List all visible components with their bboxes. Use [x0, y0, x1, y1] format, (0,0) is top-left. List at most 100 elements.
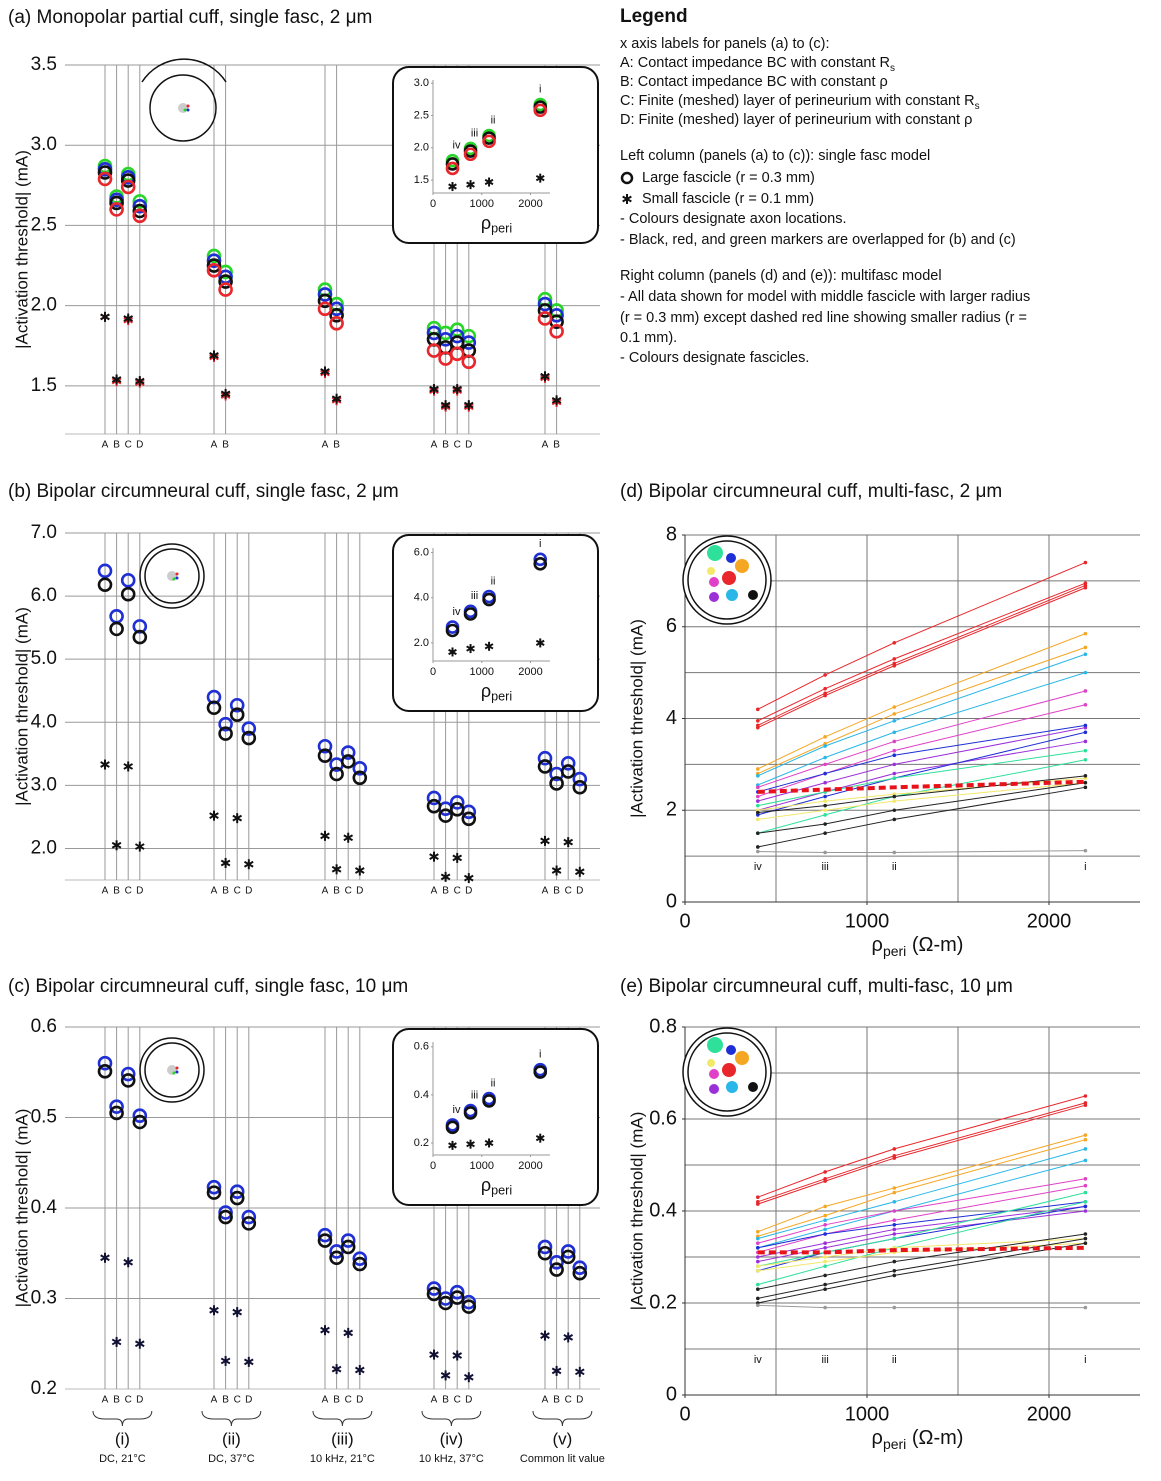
y-tick-label: 3.5: [31, 54, 57, 75]
y-tick-label: 0.3: [31, 1288, 57, 1309]
line-point: [1083, 1137, 1088, 1142]
x-axis-label-symbol: ρ: [872, 1427, 883, 1449]
line-point: [1083, 689, 1088, 693]
line-point: [892, 1190, 897, 1195]
asterisk-stroke: [448, 648, 457, 656]
line-point: [756, 1202, 760, 1206]
line-point: [823, 1232, 827, 1236]
line-point: [756, 1282, 760, 1287]
line-point: [756, 799, 760, 803]
small-fascicle-marker: [123, 313, 134, 324]
small-fascicle-marker: [574, 866, 585, 877]
asterisk-stroke: [220, 390, 231, 398]
line-point: [892, 1236, 897, 1241]
line: [757, 1104, 1086, 1205]
line-point: [1083, 1177, 1088, 1181]
y-tick-label: 3.0: [31, 774, 57, 795]
asterisk-stroke: [452, 1352, 463, 1359]
large-fascicle-marker: [426, 1281, 442, 1296]
x-tick-label: C: [454, 886, 461, 897]
asterisk-stroke: [232, 814, 243, 822]
large-fascicle-marker: [206, 253, 222, 269]
line: [757, 1304, 1086, 1309]
x-tick-label: A: [102, 1395, 109, 1406]
line: [757, 653, 1086, 777]
large-fascicle-marker: [537, 303, 553, 318]
small-fascicle-marker: [331, 864, 342, 875]
line-point: [823, 735, 827, 739]
small-fascicle-marker: [466, 1139, 475, 1149]
inset-x-label-symbol: ρ: [481, 681, 491, 701]
line-point: [892, 776, 897, 780]
line: [757, 740, 1086, 811]
line-point: [823, 1282, 827, 1287]
asterisk-stroke: [209, 352, 219, 359]
small-fascicle-marker: [622, 194, 632, 204]
small-fascicle-marker: [452, 852, 463, 863]
large-fascicle-marker: [533, 552, 548, 567]
large-fascicle-marker: [109, 621, 124, 637]
inset-x-label: ρperi: [481, 681, 512, 704]
large-fascicle-marker: [218, 1209, 233, 1225]
line: [757, 1148, 1086, 1240]
line-point: [892, 1147, 897, 1151]
asterisk-stroke: [463, 874, 474, 882]
large-fascicle-marker: [537, 296, 553, 312]
legend-text: 0.1 mm).: [620, 330, 677, 346]
asterisk-stroke: [429, 853, 439, 861]
line: [757, 584, 1086, 726]
legend-text: (r = 0.3 mm) except dashed red line show…: [620, 310, 1027, 326]
line-point: [892, 1259, 897, 1264]
line-point: [892, 1273, 897, 1278]
line-point: [756, 785, 760, 790]
line-point: [892, 1223, 897, 1227]
line-point: [823, 822, 827, 826]
y-tick-label: 0.6: [31, 1016, 57, 1037]
large-fascicle-marker: [463, 607, 478, 621]
large-fascicle-marker: [206, 248, 222, 264]
asterisk-stroke: [111, 376, 122, 383]
y-tick-label: 6: [666, 615, 677, 637]
line-point: [823, 1287, 827, 1291]
line-point: [756, 817, 760, 822]
line-point: [1083, 645, 1088, 650]
large-fascicle-marker: [537, 311, 553, 326]
large-fascicle-marker: [329, 307, 344, 323]
legend-line: Left column (panels (a) to (c)): single …: [620, 148, 930, 164]
inset-x-tick-label: 0: [430, 666, 436, 678]
line-point: [823, 1259, 827, 1264]
x-tick-label: D: [136, 440, 143, 451]
legend-line: - Colours designate axon locations.: [620, 211, 847, 227]
line-point: [1083, 670, 1088, 675]
inset-y-tick-label: 2.5: [414, 109, 429, 121]
inset-x-tick-label: 0: [430, 198, 436, 210]
line-point: [823, 1305, 827, 1310]
large-fascicle-marker: [572, 1260, 588, 1276]
line-point: [1083, 560, 1088, 565]
x-tick-label: D: [465, 440, 472, 451]
x-tick-label: C: [125, 440, 132, 451]
line-point: [1083, 774, 1088, 778]
small-fascicle-marker: [484, 177, 494, 187]
inset-point-label: ii: [491, 114, 496, 126]
line: [757, 633, 1086, 770]
line: [757, 1238, 1086, 1299]
large-fascicle-marker: [340, 754, 356, 769]
cuff-icon-c: [139, 1037, 205, 1103]
large-fascicle-marker: [229, 1184, 245, 1200]
large-fascicle-marker: [229, 707, 245, 723]
asterisk-stroke: [463, 401, 474, 409]
x-axis-label-subscript: peri: [883, 943, 906, 959]
asterisk-stroke: [551, 1367, 562, 1375]
x-tick-label: B: [113, 440, 120, 451]
line-point: [823, 1246, 827, 1250]
line-point: [1083, 1200, 1088, 1204]
line-point: [756, 707, 760, 712]
asterisk-stroke: [100, 1254, 110, 1262]
asterisk-stroke: [563, 1334, 574, 1341]
line-point: [823, 744, 827, 748]
inset-box: [392, 534, 599, 712]
small-fascicle-marker: [243, 1356, 254, 1367]
large-fascicle-marker: [438, 1295, 453, 1311]
line-point: [823, 1264, 827, 1268]
